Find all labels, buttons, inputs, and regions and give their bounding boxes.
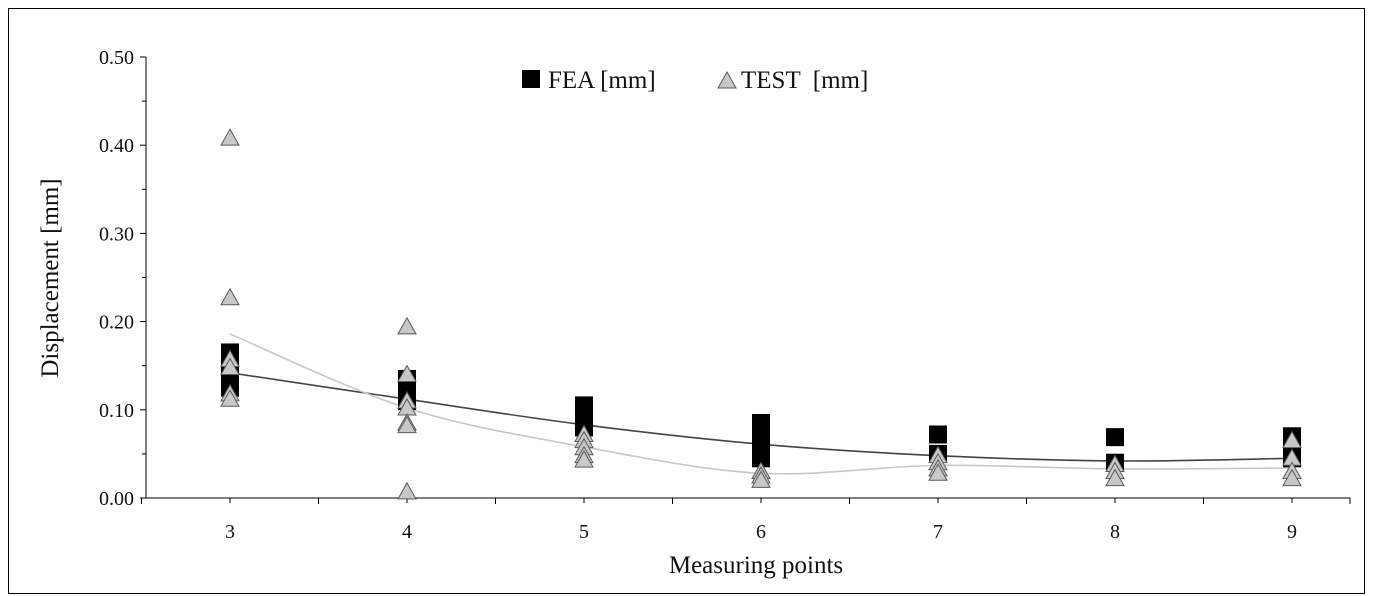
test-point: [751, 470, 771, 488]
test-point: [220, 128, 240, 146]
legend-test-swatch: [717, 70, 737, 89]
x-tick-label: 3: [225, 521, 235, 543]
y-tick-label: 0.50: [99, 47, 134, 69]
test-point: [928, 463, 948, 481]
y-tick-label: 0.20: [99, 312, 134, 334]
y-tick-label: 0.40: [99, 135, 134, 157]
x-tick-label: 8: [1110, 521, 1120, 543]
x-tick-label: 7: [933, 521, 943, 543]
x-tick-label: 6: [756, 521, 766, 543]
legend-test-label: TEST [mm]: [741, 67, 868, 94]
y-tick-label: 0.10: [99, 400, 134, 422]
test-point: [574, 450, 594, 468]
x-axis-title: Measuring points: [669, 552, 843, 579]
test-point: [397, 481, 417, 500]
fea-point: [1106, 428, 1124, 447]
x-tick-label: 4: [402, 521, 412, 543]
test-point: [397, 316, 417, 335]
test-point: [397, 415, 417, 434]
fea-point: [752, 449, 770, 468]
x-tick-label: 9: [1287, 521, 1297, 543]
test-point: [220, 287, 240, 306]
y-tick-label: 0.00: [99, 488, 134, 510]
y-tick-label: 0.30: [99, 223, 134, 245]
legend-fea-swatch: [522, 70, 540, 88]
fea-point: [929, 425, 947, 444]
test-point: [1282, 468, 1302, 487]
test-point: [1105, 468, 1125, 487]
test-point: [1282, 430, 1302, 449]
test-point: [220, 389, 240, 407]
x-tick-label: 5: [579, 521, 589, 543]
y-axis-title: Displacement [mm]: [37, 178, 64, 377]
legend-fea-label: FEA [mm]: [548, 67, 656, 94]
test-point: [397, 364, 417, 383]
test-point: [220, 357, 240, 375]
